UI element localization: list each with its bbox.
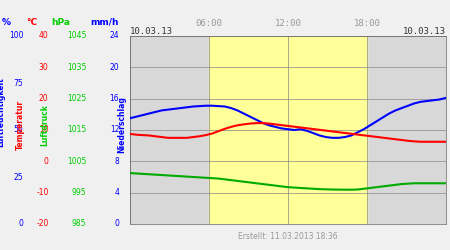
Text: 10: 10 [39,126,49,134]
Text: 10.03.13: 10.03.13 [130,26,173,36]
Text: 8: 8 [114,157,119,166]
Text: 20: 20 [110,63,119,72]
Text: Luftfeuchtigkeit: Luftfeuchtigkeit [0,78,5,147]
Text: Erstellt: 11.03.2013 18:36: Erstellt: 11.03.2013 18:36 [238,232,338,241]
Text: 30: 30 [39,63,49,72]
Text: -10: -10 [36,188,49,197]
Text: 18:00: 18:00 [354,19,380,28]
Text: 24: 24 [110,32,119,40]
Text: Luftdruck: Luftdruck [40,104,50,146]
Text: 1015: 1015 [67,126,86,134]
Text: 12:00: 12:00 [274,19,302,28]
Text: 40: 40 [39,32,49,40]
Text: 12: 12 [110,126,119,134]
Text: Niederschlag: Niederschlag [117,96,126,154]
Text: 75: 75 [14,78,23,88]
Text: 0: 0 [114,220,119,228]
Text: 0: 0 [44,157,49,166]
Text: 10.03.13: 10.03.13 [403,26,446,36]
Text: 1035: 1035 [67,63,86,72]
Text: 25: 25 [14,172,23,182]
Text: 1045: 1045 [67,32,86,40]
Text: %: % [2,18,11,27]
Text: 16: 16 [110,94,119,103]
Text: 4: 4 [114,188,119,197]
Text: 20: 20 [39,94,49,103]
Text: 0: 0 [18,220,23,228]
Bar [209,36,367,224]
Text: 985: 985 [72,220,86,228]
Text: hPa: hPa [52,18,71,27]
Text: 50: 50 [14,126,23,134]
Text: °C: °C [26,18,37,27]
Text: Temperatur: Temperatur [16,100,25,150]
Text: mm/h: mm/h [90,18,118,27]
Text: 1005: 1005 [67,157,86,166]
Text: -20: -20 [36,220,49,228]
Text: 995: 995 [72,188,86,197]
Text: 06:00: 06:00 [196,19,222,28]
Text: 100: 100 [9,32,23,40]
Text: 1025: 1025 [67,94,86,103]
